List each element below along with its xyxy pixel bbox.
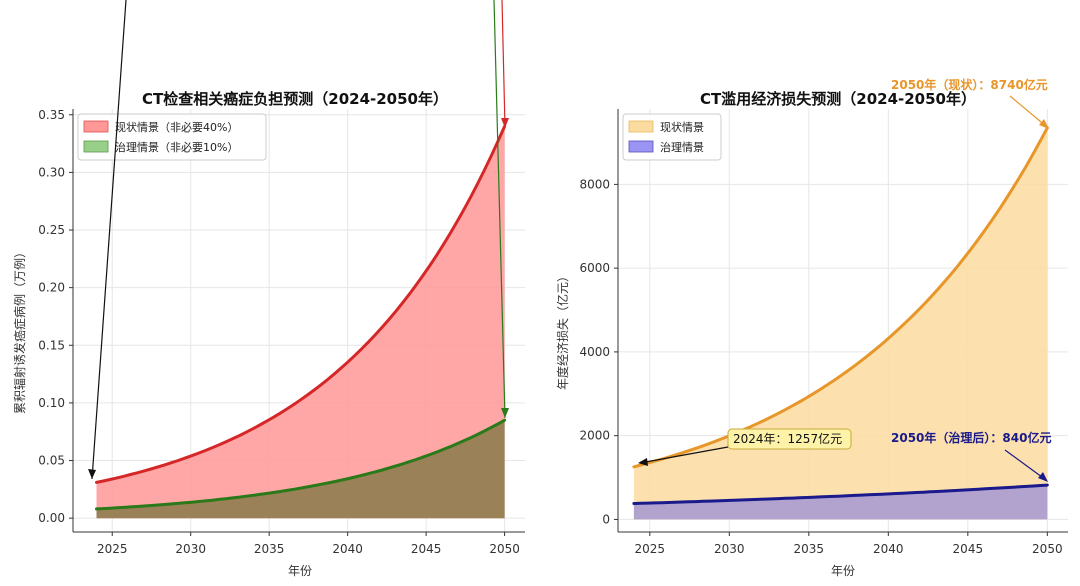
annotation-arrows — [88, 0, 509, 480]
y-tick-label: 0.25 — [38, 223, 65, 237]
x-tick-label: 2040 — [873, 542, 904, 556]
legend-label-status: 现状情景 — [660, 120, 704, 134]
arrow-2024-head — [88, 469, 96, 479]
x-tick-label: 2025 — [635, 542, 666, 556]
chart-economic-loss: 2025 2030 2035 2040 2045 2050 0 2000 4000 6000 800… — [555, 77, 1068, 578]
annotation-2050-gov-arrow — [1004, 449, 1047, 481]
area-series-1 — [96, 420, 505, 519]
line-series-0 — [632, 126, 1049, 469]
y-tick-label: 0.15 — [38, 338, 65, 352]
x-tick-label: 2050 — [489, 542, 520, 556]
x-tick-label: 2030 — [714, 542, 745, 556]
y-tick-label: 0 — [602, 512, 610, 526]
x-axis-label: 年份 — [288, 564, 312, 578]
legend-swatch-governance — [83, 140, 109, 153]
y-tick-label: 0.35 — [38, 108, 65, 122]
x-tick-label: 2045 — [953, 542, 984, 556]
arrow-2050-gov-line — [493, 0, 506, 419]
series-lines — [95, 124, 507, 511]
y-tick-label: 0.30 — [38, 165, 65, 179]
annotations: 2024年：1257亿元 2050年（现状）：8740亿元 2050年（治理后）… — [638, 77, 1051, 482]
legend-label-governance: 治理情景 — [660, 140, 704, 154]
y-tick-label: 4000 — [579, 345, 610, 359]
x-tick-label: 2035 — [254, 542, 285, 556]
legend-label-governance: 治理情景（非必要10%） — [115, 140, 238, 154]
y-tick-label: 0.05 — [38, 454, 65, 468]
legend: 现状情景 治理情景 — [622, 113, 722, 161]
annotation-2024-arrowhead — [638, 458, 648, 466]
x-tick-label: 2025 — [97, 542, 128, 556]
x-tick-label: 2035 — [794, 542, 825, 556]
x-tick-label: 2045 — [411, 542, 442, 556]
chart-title: CT滥用经济损失预测（2024-2050年） — [700, 90, 976, 108]
legend-swatch-status — [83, 120, 109, 133]
axis-ticks: 2025 2030 2035 2040 2045 2050 0.00 0.05 0.10 0.15… — [38, 108, 520, 556]
annotation-2024-label: 2024年：1257亿元 — [733, 431, 842, 446]
area-fills — [96, 126, 505, 519]
y-tick-label: 0.20 — [38, 281, 65, 295]
axis-ticks: 2025 2030 2035 2040 2045 2050 0 2000 4000 6000 800… — [579, 177, 1062, 556]
x-tick-label: 2040 — [332, 542, 363, 556]
legend-label-status: 现状情景（非必要40%） — [115, 120, 238, 134]
y-tick-label: 0.10 — [38, 396, 65, 410]
arrow-2050-status-head — [501, 118, 509, 128]
y-tick-label: 8000 — [579, 177, 610, 191]
y-tick-label: 6000 — [579, 261, 610, 275]
annotation-2050-status-label: 2050年（现状）：8740亿元 — [891, 77, 1048, 92]
y-axis-label: 累积辐射诱发癌症病例（万例） — [12, 246, 27, 414]
legend-swatch-status — [628, 120, 654, 133]
annotation-2024-arrow — [639, 446, 729, 464]
area-series-1 — [633, 485, 1048, 520]
arrow-2024-line — [91, 0, 127, 480]
y-axis-label: 年度经济损失（亿元） — [555, 270, 570, 390]
chart-cancer-burden: 2025 2030 2035 2040 2045 2050 0.00 0.05 0.10 0.15… — [12, 0, 525, 578]
arrow-2050-status-line — [501, 0, 506, 129]
legend-swatch-governance — [628, 140, 654, 153]
arrow-2050-gov-head — [501, 408, 509, 418]
area-series-0 — [633, 127, 1048, 520]
annotation-2050-gov-arrowhead — [1038, 472, 1048, 482]
y-tick-label: 2000 — [579, 429, 610, 443]
legend: 现状情景（非必要40%） 治理情景（非必要10%） — [77, 113, 267, 161]
series-lines — [632, 126, 1049, 505]
line-series-1 — [632, 483, 1049, 505]
annotation-2050-status-arrowhead — [1039, 119, 1049, 129]
annotation-2050-gov-label: 2050年（治理后）：840亿元 — [891, 430, 1051, 445]
x-axis-label: 年份 — [831, 564, 855, 578]
legend-box — [77, 113, 267, 161]
annotation-2050-status-arrow — [1009, 95, 1048, 128]
line-series-0 — [95, 124, 507, 484]
area-series-0 — [96, 126, 505, 519]
y-tick-label: 0.00 — [38, 511, 65, 525]
annotation-2024-box — [727, 428, 852, 450]
chart-title: CT检查相关癌症负担预测（2024-2050年） — [142, 90, 448, 108]
line-series-1 — [95, 418, 507, 511]
area-fills — [633, 127, 1048, 520]
x-tick-label: 2050 — [1032, 542, 1063, 556]
x-tick-label: 2030 — [175, 542, 206, 556]
